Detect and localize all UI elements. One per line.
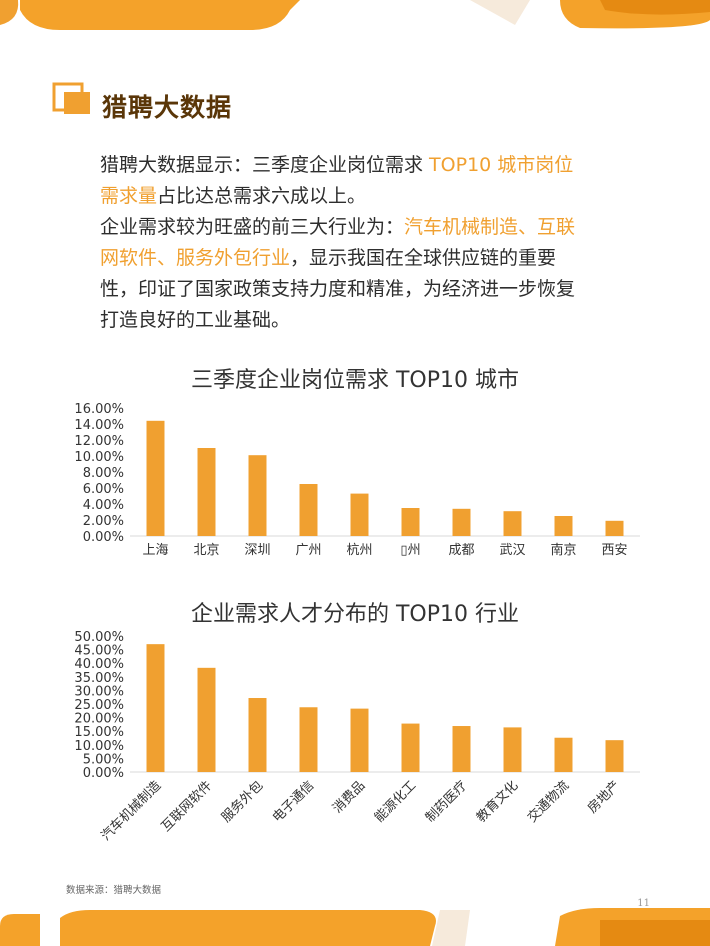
x-tick-label: 广州 [295,543,321,558]
y-tick-label: 0.00% [83,766,124,781]
x-tick-label: 电子通信 [270,778,317,825]
x-tick-label: 消费品 [330,778,368,816]
y-tick-label: 25.00% [74,698,124,713]
y-tick-label: 50.00% [74,630,124,645]
y-tick-label: 40.00% [74,657,124,672]
bar [197,448,216,536]
intro-paragraph-2: 企业需求较为旺盛的前三大行业为：汽车机械制造、互联网软件、服务外包行业，显示我国… [100,212,590,336]
bar [350,708,369,772]
bar [146,644,165,772]
intro-text-segment: 企业需求较为旺盛的前三大行业为： [100,216,405,238]
y-tick-label: 0.00% [83,530,124,545]
x-tick-label: 房地产 [584,778,623,817]
x-tick-label: 西安 [601,543,627,558]
x-tick-label: 南京 [550,542,576,558]
x-tick-label: 教育文化 [473,778,521,826]
x-tick-label: 汽车机械制造 [98,778,164,844]
bar [146,420,165,536]
y-tick-label: 45.00% [74,644,124,659]
y-tick-label: 16.00% [74,402,124,417]
x-tick-label: 制药医疗 [423,778,470,825]
bar [401,508,420,536]
x-tick-label: 服务外包 [218,778,266,826]
y-tick-label: 2.00% [83,514,124,529]
city-bar-chart: 0.00%2.00%4.00%6.00%8.00%10.00%12.00%14.… [74,402,640,558]
x-tick-label: 成都 [448,543,474,558]
intro-text-segment: 猎聘大数据显示：三季度企业岗位需求 [100,154,430,176]
header-decoration [0,0,710,30]
y-tick-label: 12.00% [74,434,124,449]
city-chart-title: 三季度企业岗位需求 TOP10 城市 [190,368,519,393]
industry-bar-chart: 0.00%5.00%10.00%15.00%20.00%25.00%30.00%… [74,630,640,844]
bar [401,723,420,772]
x-tick-label: 交通物流 [524,778,572,826]
bar [554,737,573,772]
y-tick-label: 20.00% [74,712,124,727]
intro-highlight: 汽车机械制造、互联网软件、服务外包行业 [100,216,576,269]
bar [605,520,624,536]
intro-text: 猎聘大数据显示：三季度企业岗位需求 TOP10 城市岗位需求量占比达总需求六成以… [100,150,590,336]
page-number: 11 [637,898,650,909]
bar [605,740,624,772]
y-tick-label: 30.00% [74,684,124,699]
y-tick-label: 4.00% [83,498,124,513]
y-tick-label: 6.00% [83,482,124,497]
x-tick-label: 武汉 [499,543,525,558]
y-tick-label: 10.00% [74,450,124,465]
bar [503,727,522,772]
bar [197,667,216,772]
y-tick-label: 15.00% [74,725,124,740]
y-tick-label: 14.00% [74,418,124,433]
x-tick-label: 深圳 [244,543,270,558]
data-source: 数据来源：猎聘大数据 [66,885,162,896]
bar [503,511,522,536]
intro-highlight: TOP10 城市岗位需求量 [100,154,574,207]
bar [452,726,471,772]
bar [248,455,267,536]
industry-chart-title: 企业需求人才分布的 TOP10 行业 [190,602,519,627]
section-title: 猎聘大数据 [102,93,233,122]
bar [554,516,573,536]
intro-paragraph-1: 猎聘大数据显示：三季度企业岗位需求 TOP10 城市岗位需求量占比达总需求六成以… [100,150,590,212]
x-tick-label: ▯州 [400,543,420,558]
y-tick-label: 8.00% [83,466,124,481]
bar [248,698,267,772]
footer-decoration [0,908,710,946]
bar [299,707,318,772]
bar [452,508,471,536]
bar [350,493,369,536]
y-tick-label: 35.00% [74,671,124,686]
x-tick-label: 能源化工 [372,778,419,825]
x-tick-label: 互联网软件 [159,778,216,835]
y-tick-label: 10.00% [74,739,124,754]
intro-text-segment: 占比达总需求六成以上。 [157,185,367,207]
x-tick-label: 杭州 [346,543,372,558]
title-square-icon [52,82,90,114]
x-tick-label: 上海 [142,543,168,558]
x-tick-label: 北京 [193,543,219,558]
y-tick-label: 5.00% [83,752,124,767]
bar [299,484,318,536]
intro-text-segment: ，显示我国在全球供应链的重要性，印证了国家政策支持力度和精准，为经济进一步恢复打… [100,247,576,331]
